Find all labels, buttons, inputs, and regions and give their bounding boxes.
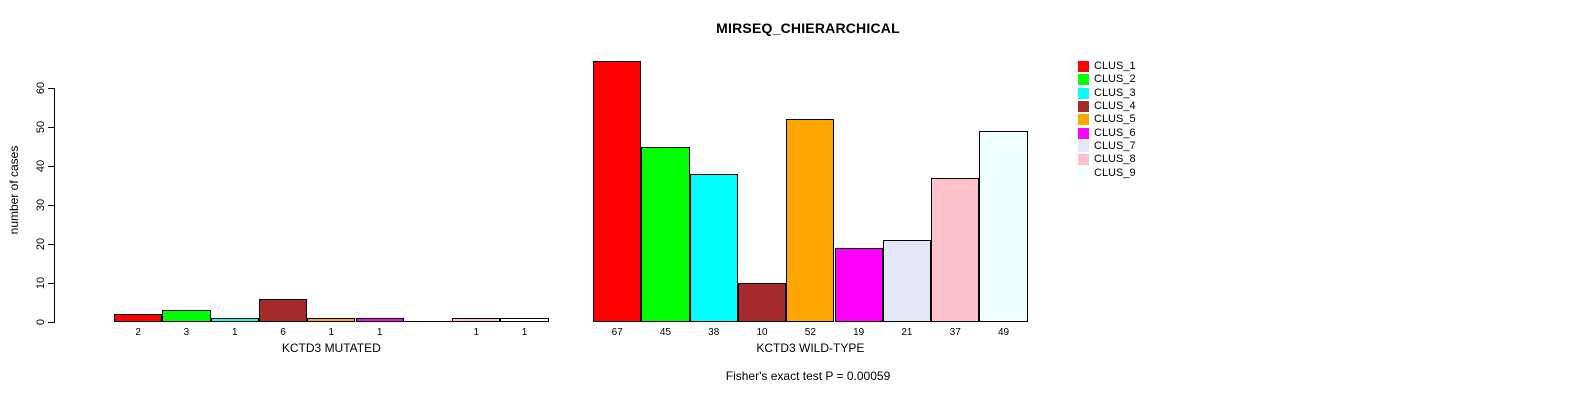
legend-row-clus-7: CLUS_7 [1078,140,1136,153]
bar-kctd3-wild-type-clus-2 [641,146,690,322]
legend-swatch-clus-8 [1078,154,1089,166]
bar-kctd3-wild-type-clus-5 [786,119,835,322]
legend-label: CLUS_7 [1094,140,1136,153]
legend-swatch-clus-7 [1078,141,1089,153]
legend-label: CLUS_5 [1094,113,1136,126]
y-tick-label: 20 [35,237,47,251]
bar-kctd3-wild-type-clus-4 [737,283,787,322]
bar-value-label: 19 [853,327,865,338]
y-tick-label: 40 [35,159,47,173]
bar-value-label: 45 [659,327,671,338]
y-tick [48,166,54,167]
fisher-test-annotation: Fisher's exact test P = 0.00059 [725,369,891,383]
bar-value-label: 21 [901,327,913,338]
bar-kctd3-mutated-clus-3 [210,318,259,322]
bar-kctd3-mutated-clus-2 [162,310,211,322]
y-tick [48,283,54,284]
y-tick-label: 10 [35,276,47,290]
bar-kctd3-mutated-clus-9 [500,318,549,322]
x-group-label-kctd3-mutated: KCTD3 MUTATED [281,341,381,355]
bar-kctd3-mutated-clus-5 [307,318,356,322]
bar-value-label: 3 [183,327,190,338]
bar-kctd3-mutated-clus-7 [403,321,453,322]
bar-kctd3-wild-type-clus-6 [834,247,883,322]
bar-value-label: 2 [135,327,141,338]
bar-value-label: 67 [611,327,623,338]
y-tick-label: 50 [35,120,47,134]
bar-kctd3-mutated-clus-4 [258,298,308,322]
legend-swatch-clus-9 [1078,167,1089,179]
y-tick-label: 0 [35,318,47,326]
bar-kctd3-mutated-clus-1 [114,314,163,322]
legend-label: CLUS_2 [1094,73,1136,86]
bar-value-label: 1 [473,327,480,338]
legend: CLUS_1 CLUS_2 CLUS_3 CLUS_4 CLUS_5 CLUS_6 CLUS… [1078,60,1136,180]
y-axis-line [54,88,55,323]
y-axis-label: number of cases [7,145,21,235]
bar-value-label: 10 [756,327,768,338]
legend-row-clus-3: CLUS_3 [1078,87,1136,100]
bar-value-label: 1 [231,327,238,338]
legend-row-clus-9: CLUS_9 [1078,167,1136,180]
bar-value-label: 1 [376,327,383,338]
bar-value-label: 38 [708,327,720,338]
y-tick [48,244,54,245]
bar-value-label: 37 [949,327,961,338]
legend-swatch-clus-5 [1078,114,1089,126]
legend-row-clus-2: CLUS_2 [1078,73,1136,86]
legend-swatch-clus-4 [1078,101,1089,113]
y-tick-label: 30 [35,198,47,212]
legend-label: CLUS_3 [1094,86,1136,99]
legend-swatch-clus-2 [1078,74,1089,86]
bar-kctd3-mutated-clus-8 [452,318,501,322]
y-tick [48,322,54,323]
legend-label: CLUS_1 [1094,60,1136,73]
legend-row-clus-1: CLUS_1 [1078,60,1136,73]
legend-label: CLUS_4 [1094,100,1136,113]
legend-label: CLUS_9 [1094,166,1136,179]
bar-kctd3-mutated-clus-6 [355,318,404,322]
bar-value-label: 49 [997,327,1010,338]
legend-row-clus-8: CLUS_8 [1078,153,1136,166]
y-tick [48,88,54,89]
legend-row-clus-6: CLUS_6 [1078,127,1136,140]
bar-kctd3-wild-type-clus-1 [593,60,642,322]
bar-kctd3-wild-type-clus-8 [931,177,980,322]
y-tick-label: 60 [35,81,47,95]
bar-value-label: 52 [804,327,816,338]
legend-label: CLUS_6 [1094,126,1136,139]
y-tick [48,205,54,206]
bar-value-label: 1 [521,327,528,338]
y-tick [48,127,54,128]
bar-kctd3-wild-type-clus-7 [882,240,932,322]
chart-title: MIRSEQ_CHIERARCHICAL [716,20,900,36]
bar-kctd3-wild-type-clus-3 [689,173,738,322]
bar-kctd3-wild-type-clus-9 [979,130,1028,322]
legend-row-clus-4: CLUS_4 [1078,100,1136,113]
legend-swatch-clus-1 [1078,61,1089,73]
x-group-label-kctd3-wild-type: KCTD3 WILD-TYPE [756,341,865,355]
legend-swatch-clus-6 [1078,127,1089,139]
bar-value-label: 1 [328,327,335,338]
legend-label: CLUS_8 [1094,153,1136,166]
legend-row-clus-5: CLUS_5 [1078,113,1136,126]
legend-swatch-clus-3 [1078,87,1089,99]
bar-value-label: 6 [280,327,286,338]
